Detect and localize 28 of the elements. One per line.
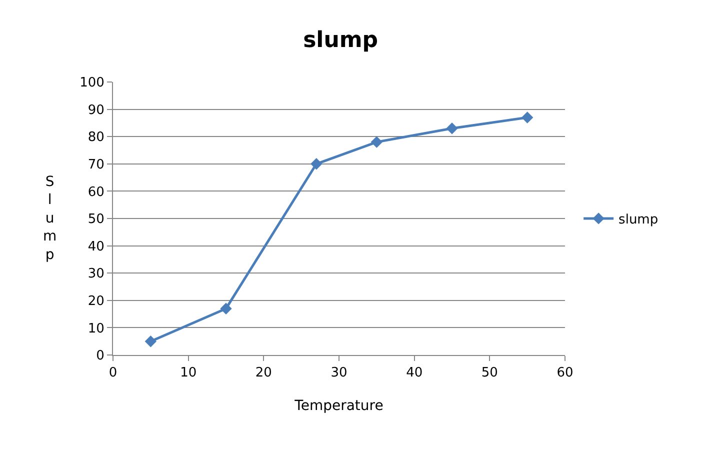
y-tick-label: 20 bbox=[88, 294, 104, 309]
y-tick-label: 0 bbox=[96, 348, 104, 364]
legend-label: slump bbox=[618, 212, 658, 228]
x-tick-label: 40 bbox=[406, 366, 423, 381]
point bbox=[220, 302, 232, 314]
x-tick-label: 60 bbox=[556, 366, 574, 381]
point bbox=[446, 122, 458, 134]
y-tick-label: 100 bbox=[80, 76, 104, 91]
x-tick-label: 0 bbox=[108, 366, 118, 381]
chart-title: slump bbox=[303, 28, 378, 53]
point bbox=[370, 136, 383, 148]
x-axis-title: Temperature bbox=[294, 398, 384, 414]
y-tick-label: 30 bbox=[88, 266, 104, 282]
point bbox=[521, 112, 534, 124]
x-tick-label: 30 bbox=[330, 366, 348, 381]
y-axis-title: Slump bbox=[43, 174, 57, 263]
y-tick-label: 50 bbox=[88, 212, 104, 228]
x-tick-label: 20 bbox=[255, 366, 272, 381]
y-tick-label: 10 bbox=[88, 321, 104, 336]
x-tick-label: 10 bbox=[180, 366, 197, 381]
point bbox=[144, 336, 157, 348]
point bbox=[310, 158, 322, 170]
y-tick-label: 70 bbox=[88, 157, 104, 172]
x-tick-label: 50 bbox=[481, 366, 498, 381]
y-tick-label: 80 bbox=[88, 130, 104, 146]
y-tick-label: 90 bbox=[88, 102, 104, 118]
y-tick-label: 40 bbox=[88, 239, 104, 254]
y-tick-label: 60 bbox=[88, 184, 104, 200]
